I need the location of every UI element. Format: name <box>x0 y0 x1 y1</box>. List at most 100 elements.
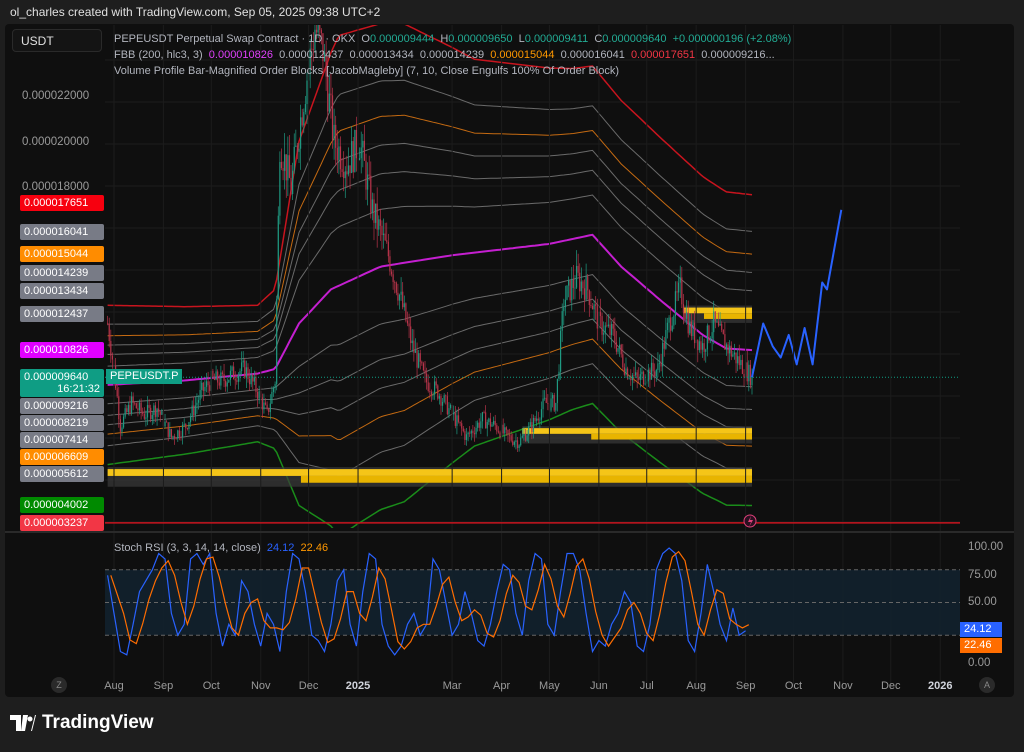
candle-body <box>591 305 594 310</box>
candle-body <box>263 402 265 410</box>
price-axis-tick: 0.000020000 <box>22 135 90 148</box>
candle-body <box>134 402 136 404</box>
candle-body <box>111 355 114 360</box>
candle-body <box>355 129 358 159</box>
zoom-button[interactable]: Z <box>51 677 67 693</box>
time-axis-label: Aug <box>686 680 706 692</box>
candle-body <box>654 371 656 377</box>
candle-body <box>528 426 530 436</box>
candle-body <box>633 375 635 377</box>
candle-body <box>612 323 614 329</box>
fbb-value: 0.000013434 <box>349 49 414 61</box>
candle-body <box>328 93 330 112</box>
candle-body <box>553 395 555 411</box>
candle-body <box>671 325 673 331</box>
candle-body <box>382 233 385 236</box>
candle-body <box>601 316 603 335</box>
candle-body <box>330 93 332 96</box>
candle-body <box>164 421 166 427</box>
candle-body <box>378 219 380 230</box>
rsi-axis-label: 100.00 <box>968 541 1004 553</box>
fbb-value: 0.000017651 <box>630 49 696 61</box>
candle-body <box>231 366 233 371</box>
candle-body <box>662 342 664 367</box>
candle-body <box>445 395 447 397</box>
fbb-legend[interactable]: FBB (200, hlc3, 3) 0.000010826 0.0000124… <box>114 49 775 61</box>
candle-body <box>508 434 511 436</box>
candle-body <box>285 154 287 181</box>
candle-body <box>151 415 153 420</box>
candle-body <box>631 375 633 381</box>
candle-body <box>379 219 381 226</box>
fbb-value: 0.000009216... <box>701 49 775 61</box>
price-level-badge: 0.000013434 <box>20 282 104 299</box>
candle-body <box>126 408 128 413</box>
candle-body <box>371 199 373 213</box>
candle-body <box>373 199 375 223</box>
candle-body <box>510 435 512 441</box>
candle-body <box>279 161 281 216</box>
candle-body <box>569 280 571 301</box>
candle-body <box>258 391 260 399</box>
volume-profile-legend[interactable]: Volume Profile Bar-Magnified Order Block… <box>114 65 620 77</box>
candle-body <box>322 33 324 62</box>
candle-body <box>220 372 222 386</box>
candle-body <box>686 312 688 319</box>
tradingview-logo[interactable]: TradingView <box>10 712 154 734</box>
candle-body <box>516 440 519 449</box>
candle-body <box>571 278 573 301</box>
candle-body <box>410 326 412 344</box>
candle-body <box>419 353 421 362</box>
auto-scale-button[interactable]: A <box>979 677 995 693</box>
candle-body <box>292 170 294 195</box>
candle-body <box>158 408 160 412</box>
candle-body <box>505 427 507 430</box>
candle-body <box>360 147 362 159</box>
candle-body <box>703 343 705 352</box>
change-value: +0.000000196 (+2.08%) <box>672 33 792 45</box>
candle-body <box>284 154 286 171</box>
candle-body <box>130 396 133 414</box>
candle-body <box>335 124 337 148</box>
candle-body <box>178 430 180 437</box>
time-axis-label: 2025 <box>345 680 371 692</box>
candle-body <box>288 155 291 178</box>
stoch-rsi-name: Stoch RSI (3, 3, 14, 14, close) <box>114 542 261 554</box>
symbol-legend[interactable]: PEPEUSDT Perpetual Swap Contract · 1D · … <box>114 33 791 45</box>
candle-body <box>188 422 190 429</box>
candle-body <box>218 382 220 386</box>
currency-selector[interactable]: USDT <box>12 29 102 52</box>
fbb-value: 0.000014239 <box>419 49 485 61</box>
candle-body <box>491 424 493 427</box>
open-value: 0.000009444 <box>369 33 435 45</box>
candle-body <box>336 147 338 161</box>
stoch-rsi-legend[interactable]: Stoch RSI (3, 3, 14, 14, close) 24.12 22… <box>114 542 328 554</box>
candle-body <box>539 419 541 421</box>
fbb-band-line <box>107 114 753 337</box>
candle-body <box>660 362 662 367</box>
candle-body <box>196 402 198 406</box>
price-level-badge: 0.000017651 <box>20 195 104 211</box>
candle-body <box>713 311 715 333</box>
candle-body <box>609 324 611 336</box>
candle-body <box>521 435 523 438</box>
candle-body <box>320 30 322 34</box>
candle-body <box>556 378 559 403</box>
candle-body <box>325 52 327 77</box>
candle-body <box>119 419 121 432</box>
candle-body <box>304 104 306 113</box>
candle-body <box>480 421 482 428</box>
time-axis-label: Mar <box>442 680 462 692</box>
candle-body <box>524 433 527 441</box>
candle-body <box>652 362 654 372</box>
candle-body <box>395 282 397 293</box>
price-level-badge: 0.000003237 <box>20 514 104 531</box>
candle-body <box>213 376 216 380</box>
time-axis-label: Aug <box>104 680 124 692</box>
candle-body <box>406 320 409 324</box>
candle-body <box>614 328 616 343</box>
candle-body <box>749 364 752 386</box>
candle-body <box>461 423 463 429</box>
candle-body <box>154 405 157 417</box>
